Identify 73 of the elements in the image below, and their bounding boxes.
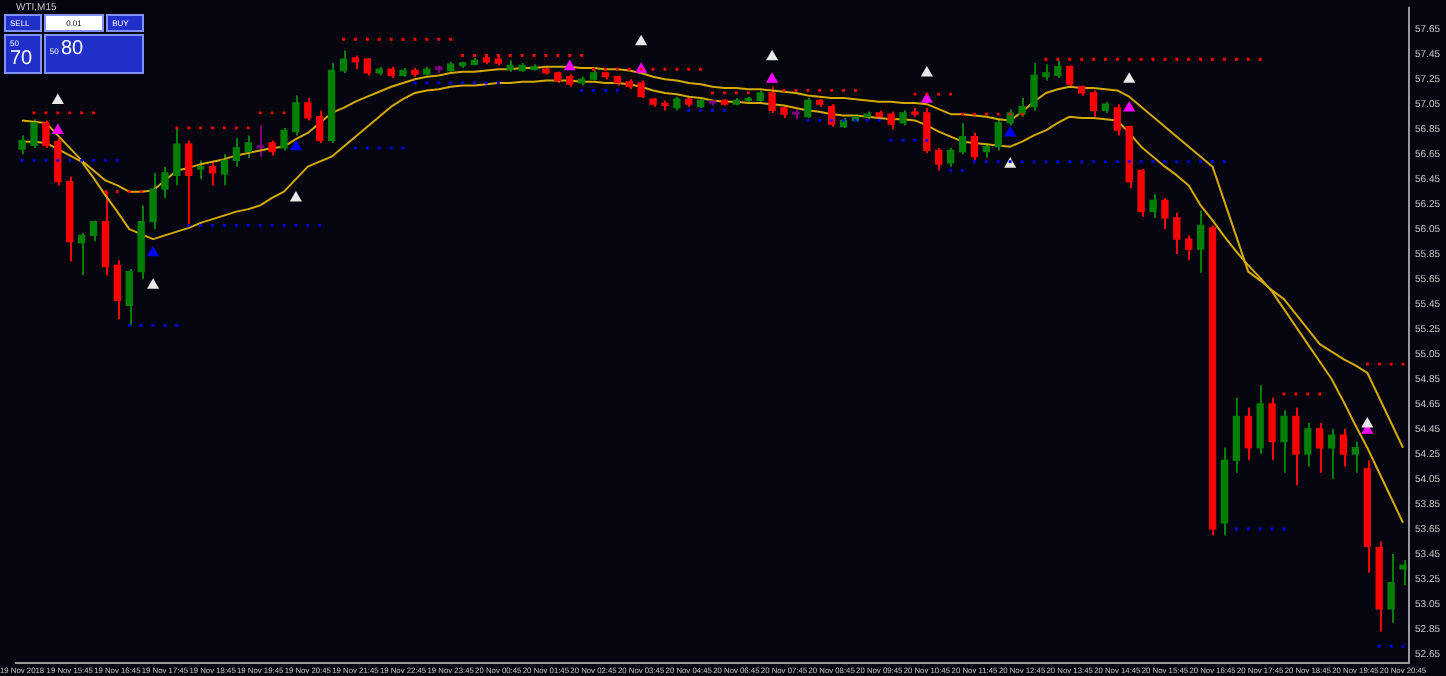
candlestick: [1351, 440, 1360, 474]
candlestick: [232, 136, 241, 168]
candlestick: [1232, 396, 1241, 474]
candlestick: [18, 134, 26, 156]
candlestick: [1173, 211, 1181, 256]
candlestick: [197, 159, 205, 181]
candlestick: [804, 96, 812, 119]
point: [766, 49, 779, 61]
candlestick: [30, 118, 38, 149]
annotation: 80: [60, 38, 84, 60]
point: [563, 59, 576, 71]
candlestick: [935, 146, 943, 172]
candlestick: [1030, 61, 1038, 112]
candlestick: [1244, 406, 1252, 462]
candlestick: [768, 85, 776, 114]
point: [51, 93, 64, 104]
candlestick: [1066, 64, 1074, 89]
candlestick: [113, 259, 121, 321]
candlestick: [1089, 89, 1098, 118]
candlestick: [1161, 196, 1169, 231]
point: [766, 72, 779, 83]
point: [51, 123, 64, 134]
point: [920, 92, 933, 103]
candlestick: [1387, 552, 1395, 624]
point: [635, 34, 648, 46]
candlestick: [280, 126, 288, 152]
candlestick: [1339, 428, 1348, 468]
candlestick: [220, 153, 229, 187]
candlestick: [339, 49, 348, 74]
candlestick: [946, 146, 955, 168]
candlestick: [1292, 406, 1300, 487]
candlestick: [256, 124, 264, 158]
candlestick: [101, 190, 110, 277]
candlestick: [994, 116, 1002, 152]
candlestick: [316, 109, 324, 144]
candlestick: [304, 96, 312, 122]
candlestick: [827, 103, 836, 128]
point: [1123, 72, 1136, 83]
candlestick: [1327, 428, 1336, 480]
candlestick: [89, 219, 98, 243]
candlestick: [1268, 396, 1276, 462]
candlestick: [54, 136, 62, 187]
candlestick: [958, 121, 967, 156]
point: [146, 278, 160, 289]
candlestick: [161, 165, 169, 199]
point: [289, 190, 302, 202]
candlestick: [1113, 103, 1121, 137]
point: [1004, 125, 1017, 137]
point: [920, 65, 933, 77]
candlestick: [1304, 421, 1312, 468]
point: [146, 245, 160, 257]
candlestick: [77, 231, 86, 277]
point: [289, 139, 302, 151]
candlestick: [244, 134, 252, 159]
candlestick: [923, 106, 931, 154]
candlestick: [149, 171, 157, 231]
candlestick: [1149, 193, 1157, 219]
annotation: 70: [10, 48, 33, 70]
candlestick: [1316, 421, 1324, 474]
candlestick: [1280, 409, 1288, 474]
point: [1123, 100, 1136, 112]
point: [1361, 417, 1374, 428]
candlestick: [208, 161, 217, 187]
candlestick: [42, 119, 50, 149]
candlestick: [185, 139, 193, 227]
candlestick: [1196, 209, 1205, 274]
candlestick: [1185, 234, 1193, 262]
candlestick: [125, 268, 133, 327]
candlestick: [1137, 168, 1145, 218]
candlestick: [970, 131, 979, 162]
candlestick: [1256, 384, 1264, 456]
candlestick: [1399, 559, 1407, 587]
candlestick: [292, 94, 300, 137]
